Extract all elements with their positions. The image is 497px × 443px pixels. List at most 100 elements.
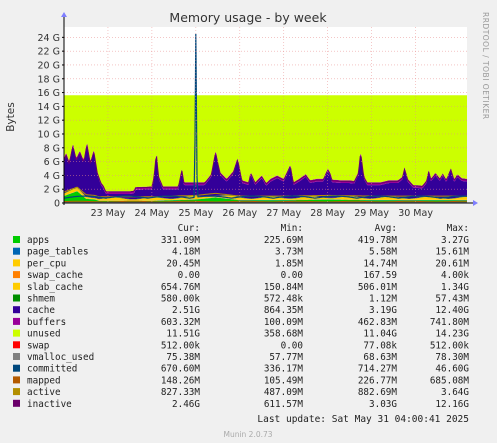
legend-value-min: 0.00 [281,270,303,281]
legend-name: active [27,387,61,398]
legend-value-cur: 580.00k [161,294,201,305]
legend-value-max: 57.43M [435,294,469,305]
x-tick-label: 25 May [178,208,213,219]
legend-value-max: 12.40G [435,305,469,316]
legend-header: Min: [281,223,303,234]
legend-value-avg: 462.83M [358,317,398,328]
y-tick-label: 12 G [38,116,60,127]
legend-name: committed [27,364,77,375]
legend-name: cache [27,305,55,316]
munin-version-footer: Munin 2.0.73 [223,430,272,439]
area-slab-cache [64,188,467,201]
legend-name: per_cpu [27,258,66,269]
y-tick-label: 4 G [44,171,60,182]
legend-value-min: 487.09M [264,387,304,398]
legend-value-cur: 2.51G [172,305,200,316]
y-axis-arrow [61,12,67,17]
rrdtool-side-label: RRDTOOL / TOBI OETIKER [481,12,490,120]
legend-swatch-per-cpu [13,259,20,267]
legend-swatch-apps [13,236,20,243]
x-tick-label: 24 May [135,208,170,219]
legend-value-cur: 670.60M [161,364,201,375]
legend-name: vmalloc_used [27,352,94,363]
legend-value-avg: 226.77M [358,375,398,386]
legend-value-max: 15.61M [435,247,469,258]
legend-value-cur: 11.51G [166,329,200,340]
legend-value-min: 1.85M [275,258,303,269]
legend-value-min: 225.69M [264,235,304,246]
legend-value-max: 741.80M [430,317,470,328]
area-cache [64,146,467,200]
y-tick-label: 10 G [38,129,60,140]
legend-value-min: 100.09M [264,317,304,328]
x-tick-label: 23 May [91,208,126,219]
legend-value-avg: 68.63M [363,352,397,363]
y-tick-label: 24 G [38,33,60,44]
y-tick-label: 20 G [38,60,60,71]
legend-value-avg: 1.12M [369,294,397,305]
legend-swatch-mapped [13,376,20,384]
x-tick-label: 27 May [266,208,301,219]
legend-value-min: 572.48k [264,294,304,305]
legend-swatch-vmalloc-used [13,353,20,360]
legend-value-cur: 654.76M [161,282,201,293]
legend-value-max: 4.00k [441,270,469,281]
legend-name: buffers [27,317,66,328]
legend-value-cur: 75.38M [166,352,200,363]
legend-value-cur: 2.46G [172,399,200,410]
legend-value-min: 105.49M [264,375,304,386]
legend-swatch-committed [13,364,20,372]
legend-value-min: 358.68M [264,329,304,340]
legend-value-max: 46.60G [435,364,469,375]
legend-value-cur: 827.33M [161,387,201,398]
legend-swatch-swap-cache [13,271,20,279]
legend-header: Cur: [178,223,200,234]
legend-value-avg: 714.27M [358,364,398,375]
legend-value-min: 864.35M [264,305,304,316]
x-tick-label: 28 May [310,208,345,219]
y-tick-label: 18 G [38,74,60,85]
legend-value-max: 3.27G [441,235,469,246]
legend-swatch-inactive [13,399,20,407]
legend: Cur: Min: Avg: Max: apps 331.09M 225.69M 419.78… [13,223,469,410]
legend-value-min: 150.84M [264,282,304,293]
legend-value-cur: 148.26M [161,375,201,386]
legend-swatch-cache [13,306,20,314]
chart-title: Memory usage - by week [169,10,327,25]
legend-swatch-unused [13,329,20,337]
legend-value-avg: 3.03G [369,399,397,410]
line-mapped [64,200,467,203]
legend-name: swap [27,340,50,351]
line-committed [63,33,468,199]
legend-swatch-shmem [13,294,20,302]
grid-lines [64,27,467,203]
legend-name: page_tables [27,247,89,258]
x-tick-label: 30 May [398,208,433,219]
legend-value-avg: 11.04G [363,329,397,340]
legend-name: swap_cache [27,270,83,281]
line-inactive [63,144,468,193]
legend-value-avg: 419.78M [358,235,398,246]
area-unused [64,95,467,192]
y-axis-label: Bytes [5,102,17,131]
legend-name: inactive [27,399,72,410]
legend-name: apps [27,235,49,246]
legend-value-max: 3.64G [441,387,469,398]
legend-value-max: 78.30M [435,352,469,363]
y-tick-label: 6 G [44,157,60,168]
legend-value-cur: 512.00k [161,340,201,351]
y-tick-label: 16 G [38,88,60,99]
legend-value-cur: 0.00 [178,270,200,281]
legend-value-avg: 882.69M [358,387,398,398]
legend-value-max: 14.23G [435,329,469,340]
legend-value-cur: 331.09M [161,235,201,246]
legend-header: Max: [447,223,469,234]
legend-value-cur: 20.45M [166,258,200,269]
legend-value-max: 1.34G [441,282,469,293]
legend-value-max: 12.16G [435,399,469,410]
legend-value-min: 57.77M [269,352,303,363]
y-tick-label: 2 G [44,185,60,196]
legend-name: unused [27,329,61,340]
y-tick-label: 0 [54,199,60,210]
